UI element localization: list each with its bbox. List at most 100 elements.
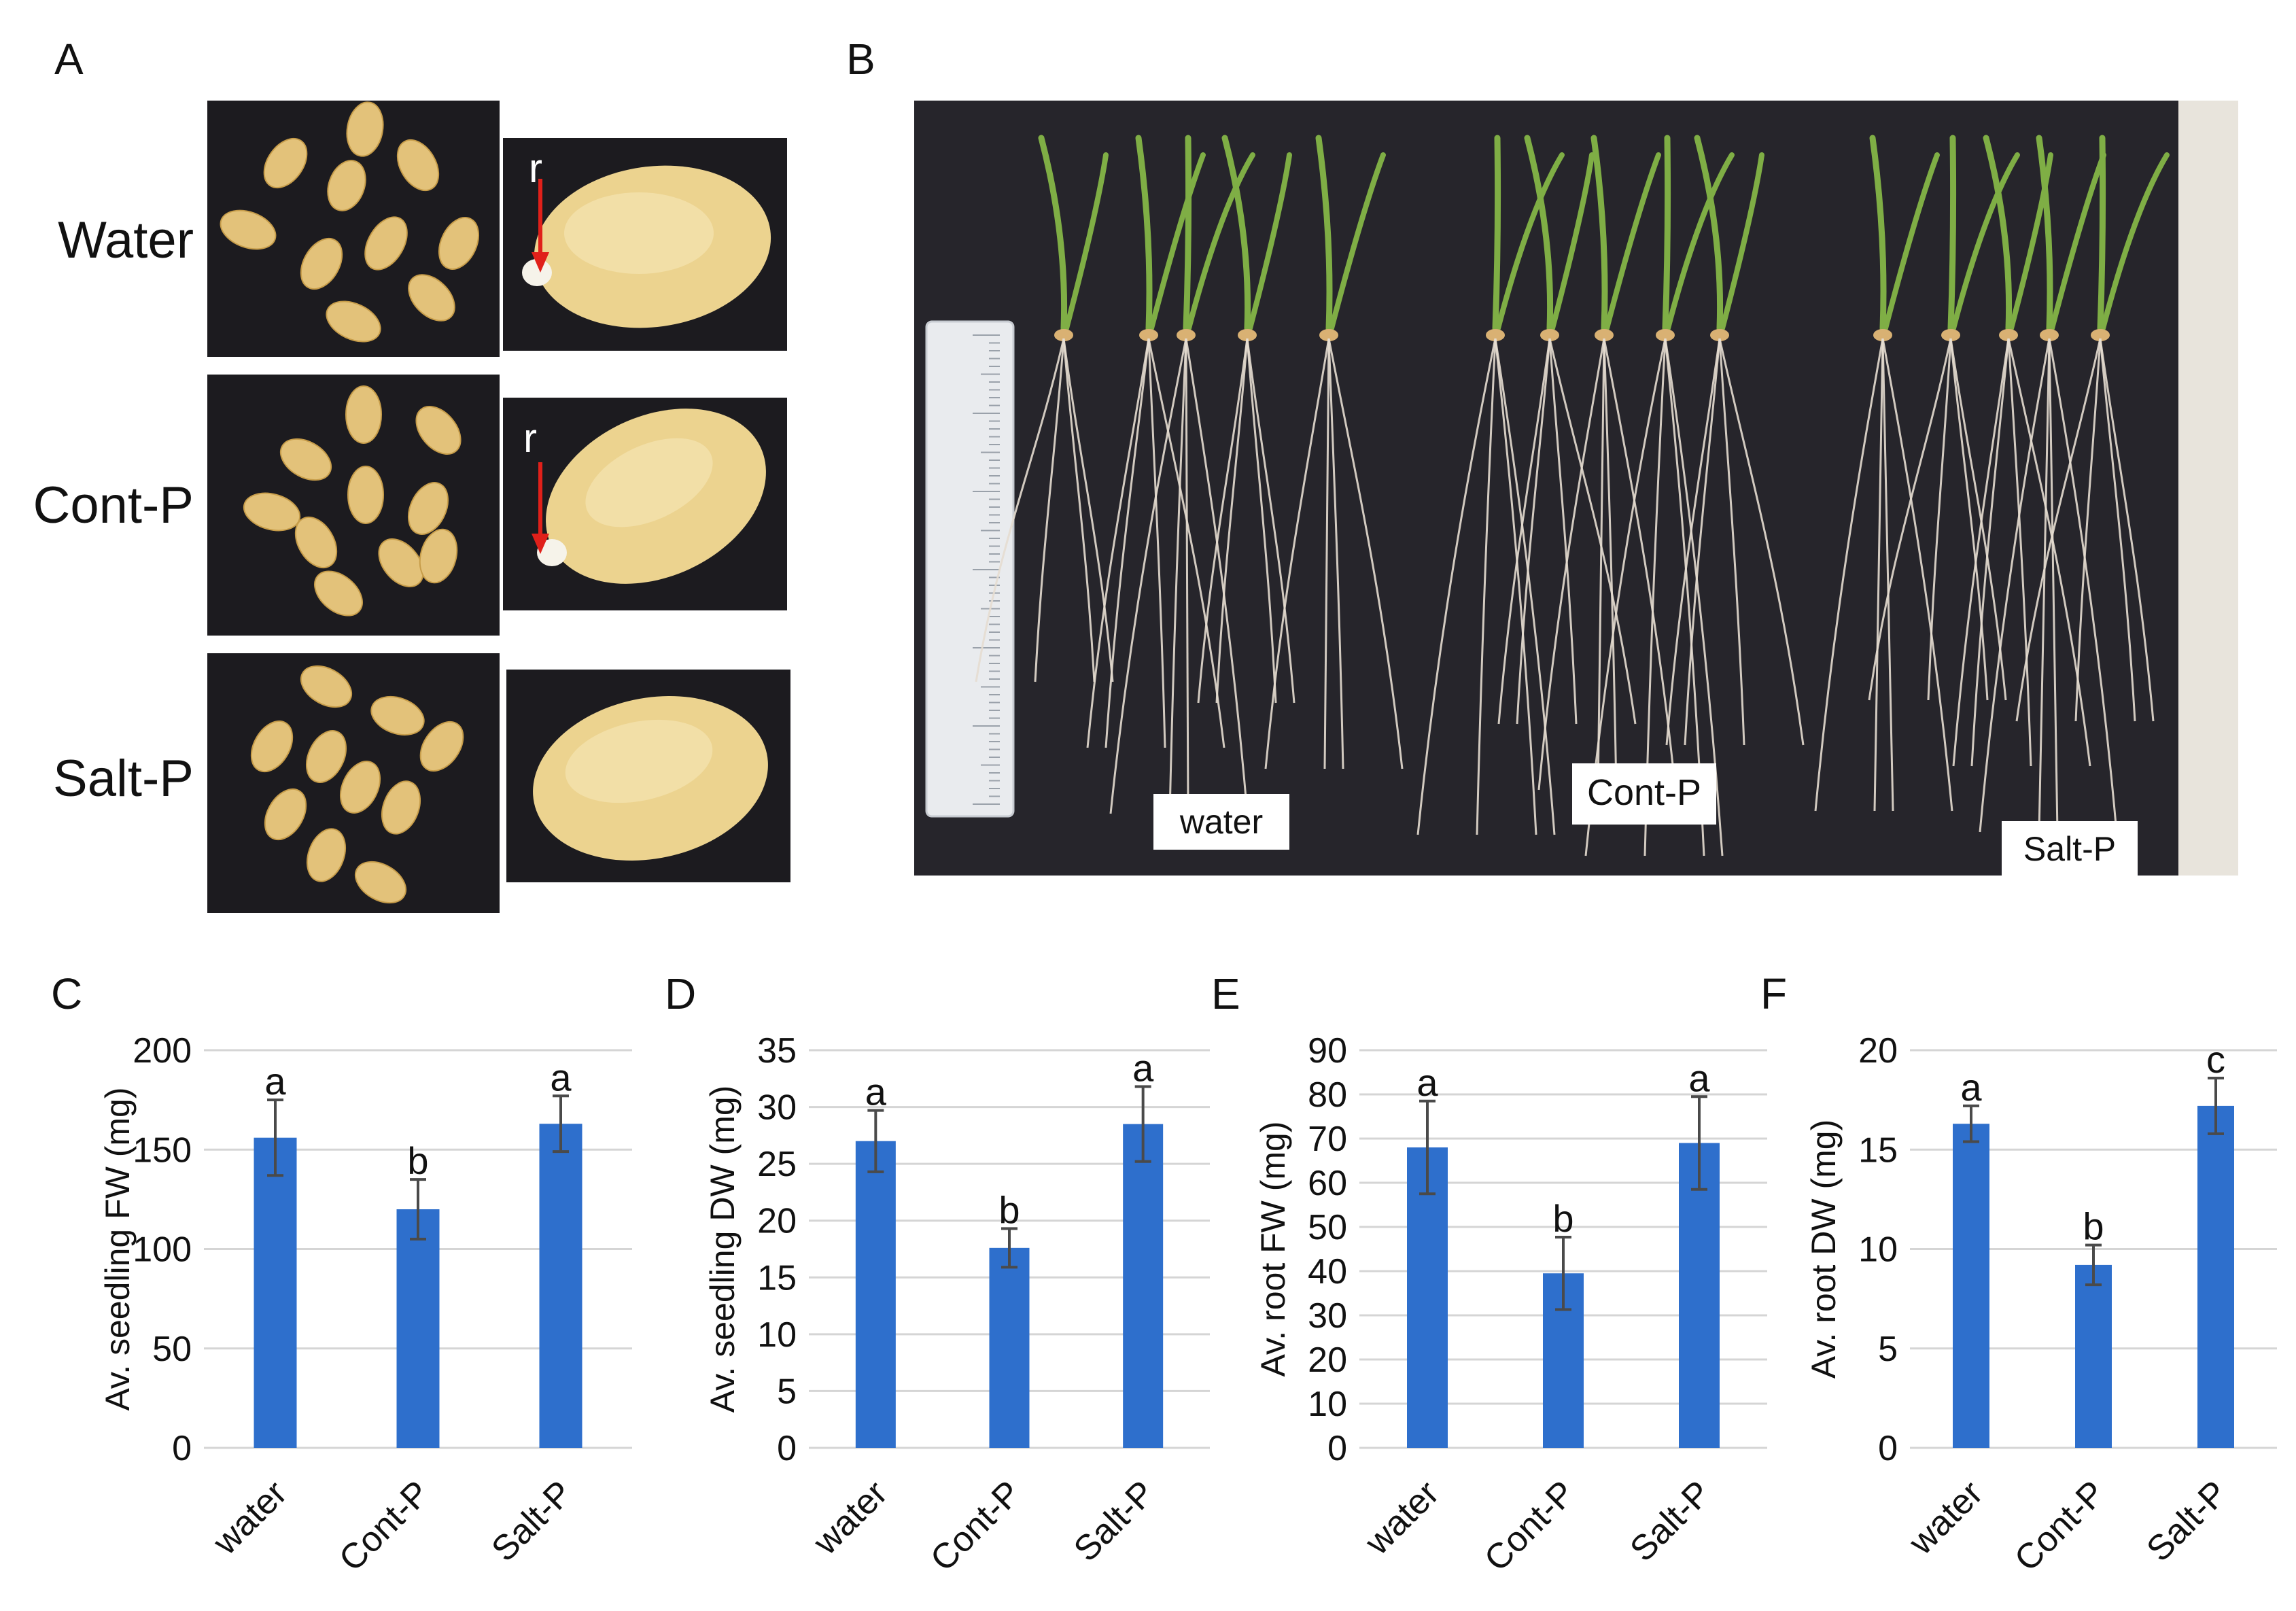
y-tick-label: 5 (1878, 1330, 1898, 1369)
x-tick-label: water (805, 1473, 895, 1563)
bar-cont-p (2075, 1264, 2112, 1448)
chart-seedling-fw: 0 50 100 150 200 Av. seedling FW (mg) a water b C… (99, 1031, 632, 1579)
significance-letter: a (264, 1060, 286, 1103)
panel-letter-c: C (51, 969, 83, 1018)
y-tick-label: 25 (757, 1145, 797, 1184)
error-bar (267, 1098, 283, 1177)
error-bar (1001, 1227, 1017, 1269)
seed-closeup-water: r (503, 138, 787, 351)
significance-letter: a (550, 1056, 572, 1098)
significance-letter: c (2206, 1038, 2225, 1081)
panel-letter-b: B (846, 35, 875, 84)
y-tick-label: 150 (133, 1130, 192, 1170)
significance-letter: b (2083, 1205, 2104, 1248)
error-bar (1555, 1235, 1571, 1311)
bar-salt-p (1679, 1143, 1720, 1448)
y-tick-label: 200 (133, 1031, 192, 1071)
seedlings-photo: water Cont-P Salt-P (914, 101, 2238, 876)
panel-letter-d: D (665, 969, 697, 1018)
significance-letter: a (1960, 1066, 1982, 1109)
x-tick-label: Salt-P (2139, 1473, 2235, 1569)
seed-grid-photo (207, 101, 500, 913)
y-tick-label: 10 (1858, 1230, 1898, 1270)
photo-label-cont-p: Cont-P (1587, 772, 1701, 813)
x-tick-label: water (205, 1473, 295, 1563)
significance-letter: b (998, 1188, 1020, 1231)
y-tick-label: 100 (133, 1230, 192, 1270)
y-tick-label: 70 (1308, 1120, 1347, 1159)
significance-letter: a (865, 1071, 887, 1113)
y-axis-title: Av. seedling FW (mg) (99, 1087, 137, 1410)
panel-letter-e: E (1211, 969, 1240, 1018)
x-tick-label: Cont-P (923, 1473, 1028, 1578)
y-tick-label: 60 (1308, 1164, 1347, 1203)
significance-letter: a (1688, 1056, 1710, 1099)
y-tick-label: 10 (1308, 1385, 1347, 1424)
y-tick-label: 30 (1308, 1296, 1347, 1336)
y-tick-label: 90 (1308, 1031, 1347, 1071)
bar-cont-p (989, 1247, 1030, 1448)
bar-water (254, 1137, 297, 1448)
y-tick-label: 30 (757, 1088, 797, 1128)
y-axis-title: Av. root DW (mg) (1805, 1120, 1843, 1379)
significance-letter: b (407, 1139, 428, 1182)
row-label-water: Water (58, 211, 194, 269)
bar-water (1407, 1147, 1448, 1448)
y-tick-label: 20 (757, 1202, 797, 1241)
photo-label-water: water (1179, 803, 1263, 841)
row-label-cont-p: Cont-P (33, 477, 194, 534)
y-tick-label: 10 (757, 1315, 797, 1355)
root-marker-label-1: r (529, 145, 542, 191)
y-tick-label: 5 (777, 1372, 797, 1411)
significance-letter: a (1132, 1046, 1154, 1089)
y-tick-label: 0 (172, 1429, 192, 1468)
x-tick-label: Salt-P (484, 1473, 580, 1569)
error-bar (2208, 1076, 2224, 1135)
seed-closeup-salt-p (506, 670, 790, 882)
x-tick-label: Salt-P (1066, 1473, 1162, 1569)
row-label-salt-p: Salt-P (53, 750, 194, 808)
y-tick-label: 80 (1308, 1075, 1347, 1115)
seed-closeup-cont-p: r (503, 398, 787, 610)
x-tick-label: Cont-P (1477, 1473, 1582, 1578)
panel-letter-a: A (54, 35, 84, 84)
x-tick-label: Salt-P (1622, 1473, 1718, 1569)
error-bar (1134, 1085, 1151, 1163)
y-tick-label: 15 (1858, 1130, 1898, 1170)
bar-water (1953, 1124, 1989, 1448)
significance-letter: a (1416, 1061, 1438, 1104)
seedlings-svg: water Cont-P Salt-P (914, 101, 2238, 876)
error-bar (1419, 1099, 1436, 1196)
y-tick-label: 50 (1308, 1208, 1347, 1247)
photo-label-salt-p: Salt-P (2023, 830, 2116, 868)
y-axis-title: Av. root FW (mg) (1254, 1122, 1292, 1377)
bar-cont-p (396, 1209, 440, 1448)
error-bar (1963, 1104, 1979, 1143)
error-bar (867, 1109, 884, 1173)
y-tick-label: 15 (757, 1258, 797, 1298)
y-tick-label: 0 (777, 1429, 797, 1468)
x-tick-label: water (1901, 1473, 1991, 1563)
error-bar (1691, 1095, 1707, 1191)
bar-water (855, 1141, 896, 1448)
significance-letter: b (1552, 1197, 1573, 1240)
y-tick-label: 35 (757, 1031, 797, 1071)
seed-grid-svg (207, 101, 500, 913)
y-tick-label: 50 (152, 1330, 192, 1369)
bar-salt-p (2197, 1105, 2234, 1448)
bar-salt-p (1123, 1124, 1164, 1448)
error-bar (410, 1178, 426, 1241)
x-tick-label: Cont-P (332, 1473, 437, 1578)
y-tick-label: 0 (1327, 1429, 1347, 1468)
chart-root-dw: 0 5 10 15 20 Av. root DW (mg) a water b Cont-P c Sa… (1805, 1031, 2277, 1579)
y-tick-label: 40 (1308, 1252, 1347, 1292)
error-bar (2085, 1243, 2102, 1287)
panel-letter-f: F (1760, 969, 1788, 1018)
chart-seedling-dw: 0 5 10 15 20 25 30 35 Av. seedling DW (mg) a water… (703, 1031, 1210, 1579)
x-tick-label: water (1357, 1473, 1447, 1563)
x-tick-label: Cont-P (2007, 1473, 2112, 1578)
error-bar (553, 1094, 569, 1154)
root-marker-label-2: r (523, 415, 537, 461)
y-tick-label: 20 (1858, 1031, 1898, 1071)
